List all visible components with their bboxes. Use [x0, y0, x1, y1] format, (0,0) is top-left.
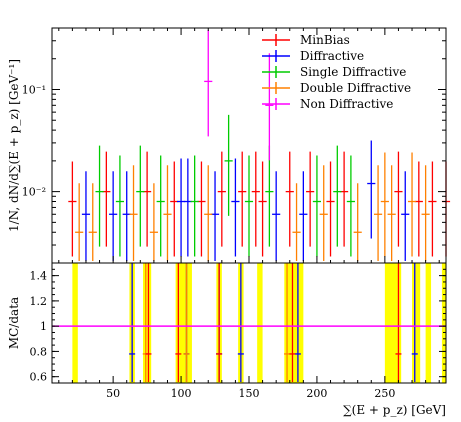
legend-entry-label: MinBias: [300, 33, 350, 47]
ratio-y-tick-label: 0.6: [30, 371, 48, 384]
uncertainty-band: [384, 263, 402, 383]
series-minbias: [68, 151, 451, 257]
uncertainty-band: [175, 263, 192, 383]
uncertainty-band: [425, 263, 432, 383]
x-tick-label: 200: [306, 387, 327, 400]
ratio-y-tick-label: 1: [40, 320, 47, 333]
legend-entry-label: Single Diffractive: [300, 65, 406, 79]
ratio-y-axis-title: MC/data: [7, 297, 21, 349]
y-tick-label: 10⁻¹: [22, 83, 46, 96]
uncertainty-band: [257, 263, 263, 383]
series-non-diffractive: [204, 30, 274, 161]
uncertainty-band: [441, 263, 446, 383]
x-tick-label: 50: [106, 387, 120, 400]
uncertainty-band: [143, 263, 152, 383]
series-double-diffractive: [75, 152, 430, 261]
ratio-y-tick-label: 0.8: [30, 345, 48, 358]
x-tick-label: 150: [239, 387, 260, 400]
y-tick-label: 10⁻²: [22, 186, 46, 199]
main-y-axis-title: 1/N, dN/d∑(E + p_z) [GeV⁻¹]: [7, 59, 21, 232]
uncertainty-band: [284, 263, 304, 383]
legend-entry-label: Non Diffractive: [300, 97, 393, 111]
x-tick-label: 250: [374, 387, 395, 400]
legend: MinBias Diffractive Single Diffractive Doub…: [262, 33, 411, 111]
series-diffractive: [81, 140, 410, 261]
legend-entry-label: Double Diffractive: [300, 81, 411, 95]
legend-entry-label: Diffractive: [300, 49, 364, 63]
x-axis-title: ∑(E + p_z) [GeV]: [343, 403, 446, 417]
x-tick-label: 100: [171, 387, 192, 400]
uncertainty-band: [72, 263, 78, 383]
ratio-y-tick-label: 1.2: [30, 295, 48, 308]
ratio-y-tick-label: 1.4: [30, 270, 48, 283]
series-single-diffractive: [95, 114, 355, 257]
uncertainty-band: [412, 263, 421, 383]
